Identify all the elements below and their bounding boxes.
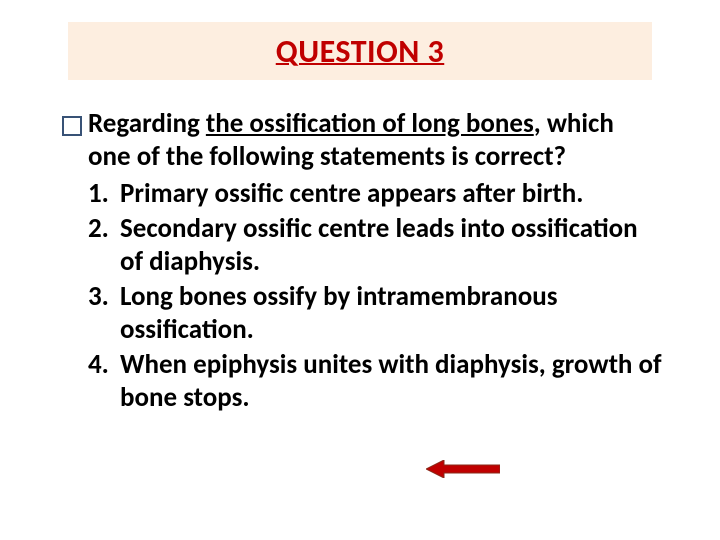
list-text: When epiphysis unites with diaphysis, gr… [120, 349, 662, 415]
list-text: Primary ossific centre appears after bir… [120, 178, 662, 211]
question-lead: Regarding [88, 107, 206, 140]
list-item: 3. Long bones ossify by intramembranous … [88, 281, 662, 347]
list-item: 4. When epiphysis unites with diaphysis,… [88, 349, 662, 415]
question-underlined: the ossification of long bones [206, 107, 534, 140]
list-number: 4. [88, 349, 120, 382]
list-item: 1. Primary ossific centre appears after … [88, 178, 662, 211]
question-block: Regarding the ossification of long bones… [62, 108, 662, 174]
list-text: Long bones ossify by intramembranous oss… [120, 281, 662, 347]
answer-arrow-icon [426, 460, 500, 478]
list-number: 1. [88, 178, 120, 211]
list-item: 2. Secondary ossific centre leads into o… [88, 213, 662, 279]
list-number: 3. [88, 281, 120, 314]
slide-title: QUESTION 3 [276, 32, 445, 71]
list-text: Secondary ossific centre leads into ossi… [120, 213, 662, 279]
content-area: Regarding the ossification of long bones… [62, 108, 662, 416]
options-list: 1. Primary ossific centre appears after … [62, 178, 662, 415]
list-number: 2. [88, 213, 120, 246]
checkbox-bullet-icon [62, 116, 82, 136]
title-box: QUESTION 3 [68, 22, 652, 80]
question-text: Regarding the ossification of long bones… [88, 108, 662, 174]
